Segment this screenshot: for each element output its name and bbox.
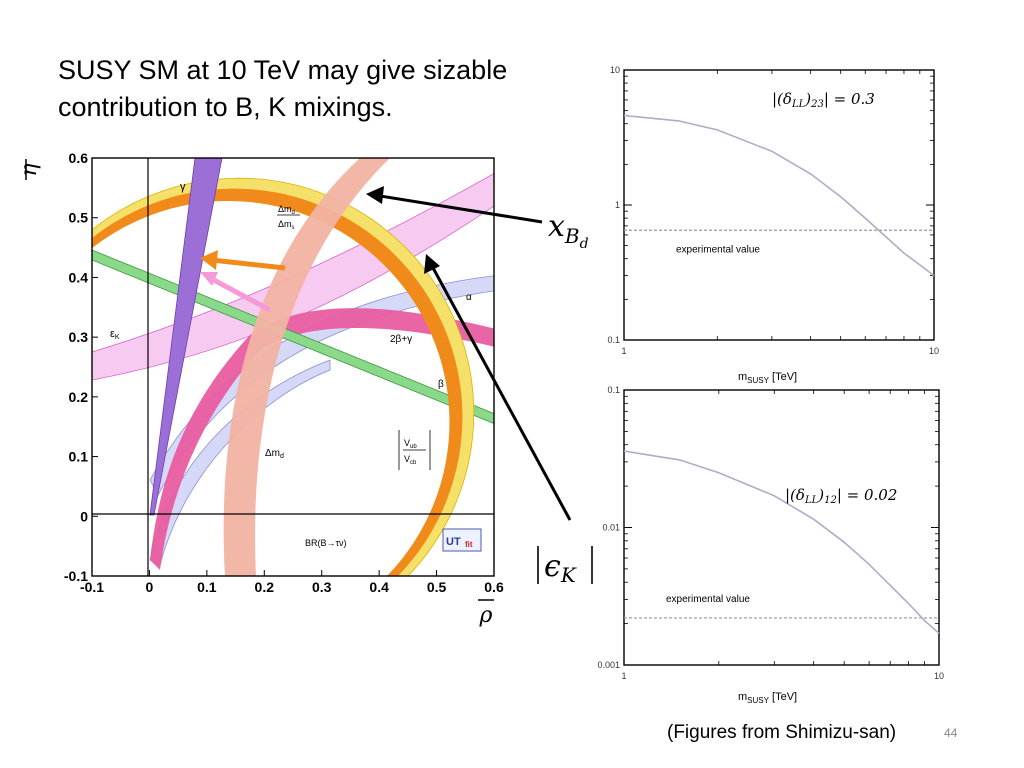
ut-label-vub-vcb: Vub Vcb [398,430,431,470]
ut-pink-arrow [208,275,272,313]
ut-ytick-label: 0.3 [69,329,89,345]
ut-ytick-label: 0.1 [69,449,89,465]
epsk-ticks: 0.001 0.01 0.1 1 10 [597,385,944,681]
ut-band-vub-inner [92,188,463,576]
ut-xtick-label: 0.2 [255,579,275,595]
bd-title: |(δLL)23| = 0.3 [772,90,875,110]
ut-ytick-label: 0.4 [69,269,89,285]
p1-xtick-label: 10 [929,346,939,356]
page-number: 44 [944,726,958,740]
p2-ytick-label: 0.001 [597,660,620,670]
ut-xtick-label: 0.3 [312,579,332,595]
ut-ytick-label: 0 [80,508,88,524]
ut-plot-area [92,158,494,576]
svg-text:Δmd: Δmd [278,204,295,216]
svg-text:Vub: Vub [404,438,417,450]
ut-band-dms [223,158,390,576]
ut-ytick-label: 0.2 [69,389,89,405]
epsk-curve [623,450,940,634]
bd-frame [623,69,935,341]
svg-text:fit: fit [465,540,473,549]
epsk-xlabel: mSUSY [TeV] [738,691,797,705]
ut-orange-arrowhead [200,250,218,270]
p1-ytick-label: 0.1 [607,335,620,345]
ut-label-dms: Δmd Δms [277,204,300,231]
ut-ylabel: η [17,163,42,176]
ut-orange-arrow [211,257,286,271]
p2-ytick-label: 0.1 [607,385,620,395]
epsk-title: |(δLL)12| = 0.02 [785,486,897,506]
ut-y-ticks: -0.1 0 0.1 0.2 0.3 0.4 0.5 0.6 [64,150,98,584]
p2-xtick-label: 1 [621,671,626,681]
ut-xtick-label: 0.1 [197,579,217,595]
ut-label-epsK: εK [110,328,120,341]
bd-experimental-label: experimental value [676,244,760,255]
ut-xlabel: ρ [479,603,493,628]
epsk-experimental-label: experimental value [666,594,750,605]
ut-xtick-label: 0.6 [484,579,504,595]
ut-xtick-label: -0.1 [80,579,104,595]
ut-ytick-label: -0.1 [64,568,88,584]
ut-label-beta: β [438,379,444,390]
p1-xtick-label: 1 [621,346,626,356]
figure-credit: (Figures from Shimizu-san) [667,722,897,743]
ut-band-2bg [150,308,494,570]
p1-ytick-label: 1 [615,200,620,210]
slide-title: SUSY SM at 10 TeV may give sizable contr… [58,55,508,122]
ut-pink-arrowhead [200,272,218,286]
ut-label-2bg: 2β+γ [390,334,412,345]
p2-xtick-label: 10 [934,671,944,681]
svg-text:Δms: Δms [278,219,295,231]
ut-xtick-label: 0.4 [369,579,389,595]
ut-label-gamma: γ [180,181,186,193]
p2-ytick-label: 0.01 [602,523,620,533]
ut-label-br: BR(B→τν) [305,538,347,548]
epsk-frame [623,389,940,666]
svg-text:UT: UT [446,536,461,548]
epsk-plot: 0.001 0.01 0.1 1 10 experimental value |(δLL… [597,385,944,705]
utfit-logo: UT fit [442,528,482,552]
svg-text:ϵK: ϵK [544,549,577,587]
ut-ytick-label: 0.6 [69,150,89,166]
p1-ytick-label: 10 [610,65,620,75]
bd-xlabel: mSUSY [TeV] [738,371,797,385]
ut-xtick-label: 0.5 [427,579,447,595]
ut-ytick-label: 0.5 [69,210,89,226]
ut-x-ticks: -0.1 0 0.1 0.2 0.3 0.4 0.5 0.6 [80,570,504,595]
ut-label-dmd: Δmd [265,448,284,460]
ut-fit-plot: η γ Δmd Δms εK α 2β+γ β Δmd [17,150,504,628]
ut-label-alpha: α [466,292,472,303]
bd-curve [623,114,935,277]
svg-text:Vcb: Vcb [404,454,417,466]
ut-band-alpha-2 [149,359,331,566]
ut-xtick-label: 0 [146,579,154,595]
ut-band-gamma [149,158,223,516]
